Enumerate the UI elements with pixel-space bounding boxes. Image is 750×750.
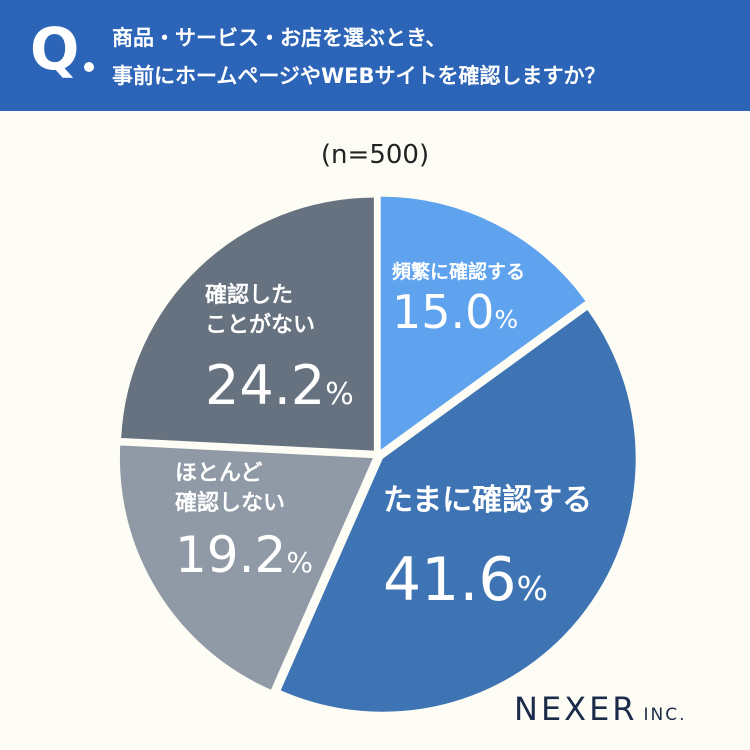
pie-slice-2 [280, 310, 636, 712]
slice-label-3: ほとんど [175, 461, 262, 486]
slice-percent-3: 19.2% [175, 526, 313, 584]
logo-sub: INC. [643, 705, 687, 725]
slice-label-1: 頻繁に確認する [392, 260, 525, 283]
pie-slice-4 [121, 197, 374, 451]
slice-label-4: ことがない [205, 312, 315, 338]
slice-percent-2: 41.6% [383, 545, 548, 615]
pie-slice-1 [380, 196, 586, 450]
q-dot [84, 62, 94, 72]
slice-label-3: 確認しない [175, 490, 285, 516]
question-line-2: 事前にホームページやWEBサイトを確認しますか？ [112, 64, 606, 88]
question-line-1: 商品・サービス・お店を選ぶとき、 [112, 26, 447, 50]
sample-size: (n=500) [320, 140, 430, 170]
question-header: Q 商品・サービス・お店を選ぶとき、 事前にホームページやWEBサイトを確認しま… [0, 0, 750, 111]
nexer-logo: NEXER INC. [514, 690, 687, 728]
slice-label-2: たまに確認する [383, 483, 592, 518]
pie-slice-3 [119, 445, 373, 690]
q-mark: Q [30, 15, 80, 83]
logo-main: NEXER [514, 690, 638, 728]
slice-label-4: 確認した [205, 282, 293, 308]
slice-percent-4: 24.2% [205, 354, 354, 417]
slice-percent-1: 15.0% [392, 285, 518, 339]
